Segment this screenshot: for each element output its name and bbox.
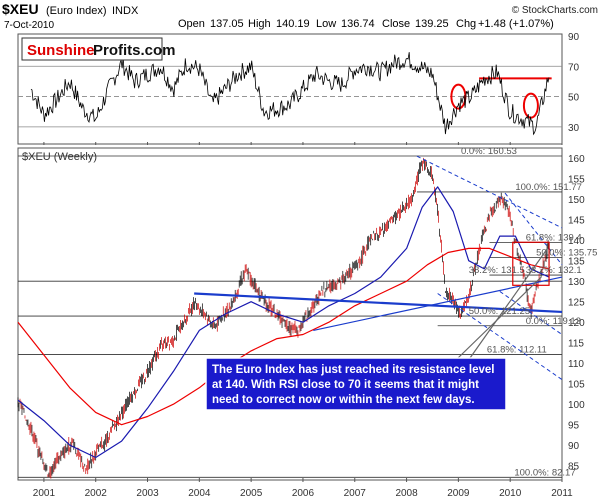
callout-pointer <box>469 248 548 359</box>
close-value: 139.25 <box>415 18 449 30</box>
price-tick-label: 125 <box>568 298 585 309</box>
trendline <box>499 291 563 335</box>
x-tick-label: 2007 <box>344 488 367 499</box>
high-label: High <box>248 18 271 30</box>
x-tick-label: 2002 <box>85 488 108 499</box>
index-name: (Euro Index) <box>46 5 107 17</box>
rsi-circle-marker <box>450 83 467 110</box>
callout-text-line: at 140. With RSI close to 70 it seems th… <box>212 379 479 391</box>
close-label: Close <box>382 18 410 30</box>
x-tick-label: 2011 <box>551 488 573 499</box>
price-tick-label: 90 <box>568 441 580 452</box>
price-tick-label: 140 <box>568 236 585 247</box>
trendlines <box>194 155 563 381</box>
low-value: 136.74 <box>341 18 375 30</box>
chg-value: +1.48 (+1.07%) <box>478 18 554 30</box>
fib-label: 61.8%: 112.11 <box>487 345 547 356</box>
logo-frame <box>21 37 163 61</box>
fib-label: 61.8%: 139.4 <box>526 233 582 244</box>
price-tick-label: 120 <box>568 318 585 329</box>
price-ticks: 85 90 95 100 105 110 115 120 125 130 135 140 145 150 1… <box>568 154 585 473</box>
logo-text-sunshine: Sunshine <box>27 42 95 59</box>
rsi-tick-label: 50 <box>568 93 580 104</box>
x-tick-label: 2006 <box>292 488 315 499</box>
price-tick-label: 85 <box>568 462 580 473</box>
x-tick-label: 2001 <box>33 488 56 499</box>
fib-label: 0.0%: 119.13 <box>526 316 581 327</box>
low-label: Low <box>316 18 336 30</box>
candles <box>17 157 550 479</box>
moving-averages <box>17 186 550 459</box>
moving-average-line <box>17 247 550 426</box>
price-tick-label: 100 <box>568 400 585 411</box>
fib-label: 38.2%: 132.1 <box>526 265 582 276</box>
price-panel: $XEU (Weekly) 85 90 95 100 105 110 115 120 125 13… <box>17 142 597 499</box>
symbol: $XEU <box>2 1 39 17</box>
x-axis-ticks: 2001 2002 2003 2004 2005 2006 2007 2008 2009 2010… <box>33 142 573 499</box>
callout-pointer <box>457 276 542 359</box>
exchange: INDX <box>112 5 139 17</box>
fib-lines <box>18 155 562 478</box>
fib-label: 100.0%: 151.77 <box>515 182 582 193</box>
rsi-tick-label: 30 <box>568 123 580 134</box>
sunshine-logo: Sunshine Profits.com <box>21 37 176 61</box>
rsi-line <box>30 52 550 136</box>
price-tick-label: 155 <box>568 175 585 186</box>
annotation-callout: The Euro Index has just reached its resi… <box>205 248 548 411</box>
fib-label: 0.0%: 160.53 <box>461 146 517 157</box>
price-tick-label: 110 <box>568 359 584 370</box>
x-tick-label: 2003 <box>136 488 159 499</box>
rsi-tick-label: 70 <box>568 62 580 73</box>
price-tick-label: 95 <box>568 421 580 432</box>
rsi-grid <box>18 65 562 128</box>
resistance-highlight-box <box>512 241 550 286</box>
trendline <box>504 192 563 266</box>
callout-text-line: The Euro Index has just reached its resi… <box>212 364 495 376</box>
callout-box <box>205 357 507 411</box>
chart-date: 7-Oct-2010 <box>4 20 54 31</box>
x-tick-label: 2009 <box>447 488 470 499</box>
x-tick-label: 2005 <box>240 488 263 499</box>
chart-header: $XEU (Euro Index) INDX 7-Oct-2010 Open 1… <box>2 1 598 31</box>
fib-label: 38.2%: 131.5 <box>469 265 525 276</box>
trendline <box>416 155 563 229</box>
rsi-tick-label: 90 <box>568 32 580 43</box>
callout-text-line: need to correct now or within the next f… <box>212 394 475 406</box>
logo-text-profits: Profits.com <box>93 42 176 59</box>
fib-label: 50.0%: 135.75 <box>536 248 597 259</box>
moving-average-line <box>17 186 550 459</box>
fib-labels: 0.0%: 160.53 100.0%: 151.77 61.8%: 139.4 50… <box>461 146 597 478</box>
open-value: 137.05 <box>210 18 244 30</box>
x-tick-label: 2004 <box>188 488 211 499</box>
price-tick-label: 160 <box>568 154 585 165</box>
fib-label: 100.0%: 82.17 <box>514 467 575 478</box>
price-tick-label: 135 <box>568 257 585 268</box>
chg-label: Chg <box>456 18 476 30</box>
high-value: 140.19 <box>276 18 310 30</box>
open-label: Open <box>178 18 205 30</box>
price-tick-label: 115 <box>568 339 584 350</box>
copyright: © StockCharts.com <box>512 5 598 16</box>
trendline <box>194 292 563 314</box>
rsi-ticks: 30 50 70 90 <box>568 32 580 134</box>
x-tick-label: 2008 <box>395 488 418 499</box>
price-frame <box>17 147 563 481</box>
x-tick-label: 2010 <box>499 488 522 499</box>
price-tick-label: 105 <box>568 380 585 391</box>
price-tick-label: 145 <box>568 216 585 227</box>
price-tick-label: 150 <box>568 195 585 206</box>
fib-label: 50.0%: 121.25 <box>469 306 530 317</box>
price-panel-title: $XEU (Weekly) <box>22 151 97 163</box>
price-tick-label: 130 <box>568 277 585 288</box>
trendline <box>437 293 563 381</box>
